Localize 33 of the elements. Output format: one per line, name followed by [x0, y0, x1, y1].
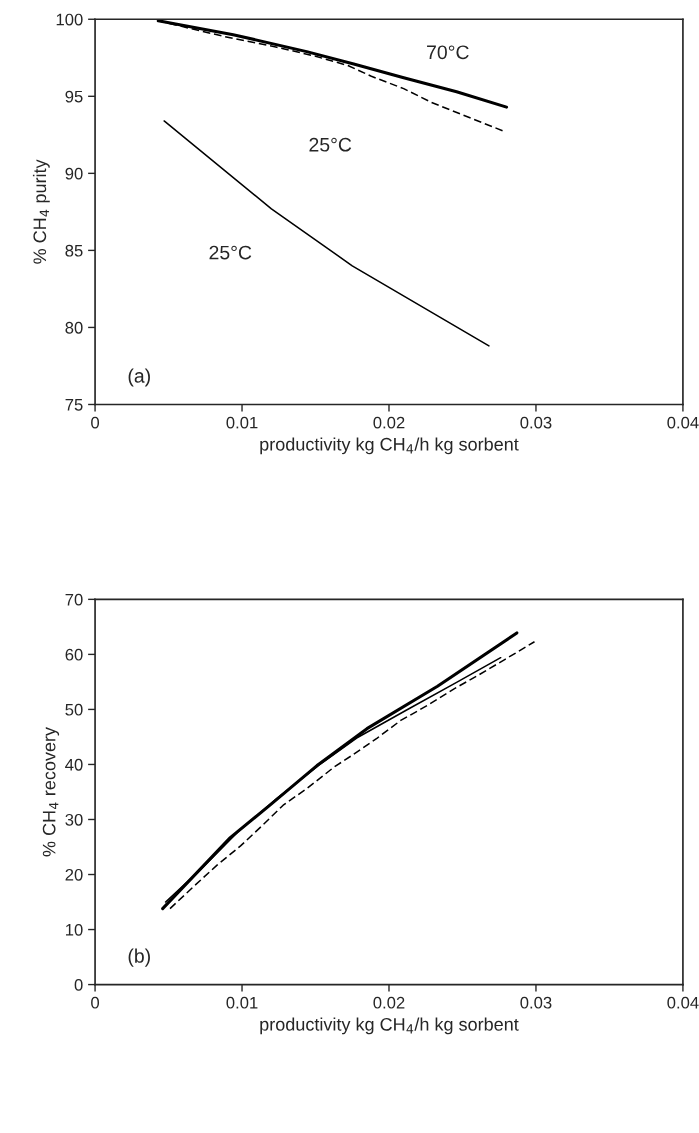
y-tick-label: 60: [65, 648, 83, 661]
annotation: 70°C: [427, 45, 469, 60]
y-tick-label: 0: [74, 978, 83, 991]
x-tick-label: 0.01: [226, 416, 258, 429]
y-tick-label: 30: [65, 813, 83, 826]
x-tick-label: 0.02: [373, 996, 405, 1009]
x-tick-label: 0: [91, 996, 100, 1009]
y-tick-label: 85: [65, 244, 83, 257]
y-tick-label: 95: [65, 90, 83, 103]
y-tick-label: 100: [56, 13, 83, 26]
y-axis-title: % CH$_{4}$ purity: [32, 159, 50, 264]
annotation: (b): [128, 948, 150, 967]
annotation: (a): [128, 368, 150, 387]
x-tick-label: 0.03: [520, 996, 552, 1009]
annotation: 25°C: [309, 137, 352, 152]
y-tick-label: 10: [65, 923, 83, 936]
y-tick-label: 80: [65, 321, 83, 334]
x-tick-label: 0.04: [667, 996, 699, 1009]
y-tick-label: 75: [65, 399, 83, 411]
x-tick-label: 0.04: [667, 416, 699, 429]
y-axis-title: % CH$_{4}$ recovery: [42, 726, 60, 857]
y-tick-label: 40: [65, 758, 83, 771]
annotation: 25°C: [209, 245, 252, 260]
x-axis-title: productivity kg CH$_{4}$/h kg sorbent: [260, 437, 519, 455]
x-axis-title: productivity kg CH$_{4}$/h kg sorbent: [260, 1017, 519, 1035]
y-tick-label: 20: [65, 868, 83, 881]
y-tick-label: 90: [65, 167, 83, 180]
y-tick-label: 70: [65, 593, 83, 606]
x-tick-label: 0.01: [226, 996, 258, 1009]
x-tick-label: 0.03: [520, 416, 552, 429]
y-tick-label: 50: [65, 703, 83, 716]
x-tick-label: 0: [91, 416, 100, 429]
x-tick-label: 0.02: [373, 416, 405, 429]
